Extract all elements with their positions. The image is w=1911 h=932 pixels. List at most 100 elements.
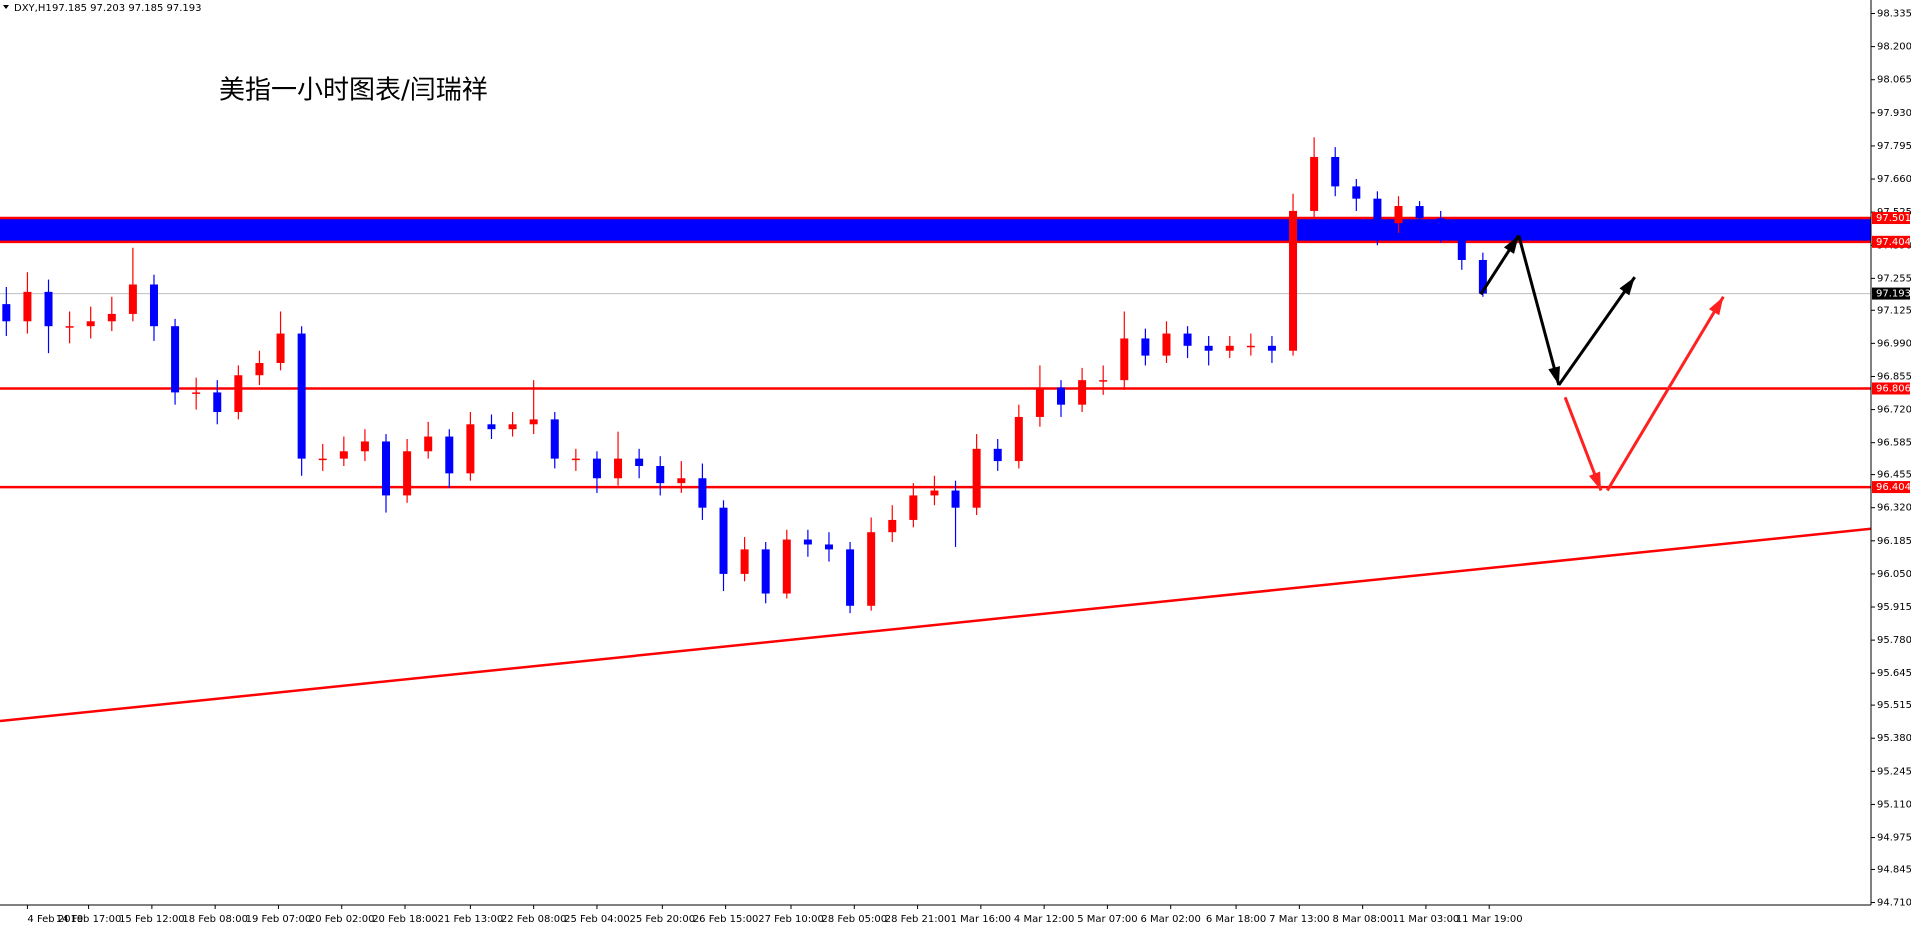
candle-body <box>761 549 770 594</box>
candle-body <box>318 458 327 461</box>
x-tick-label: 15 Feb 12:00 <box>119 914 185 925</box>
candle-body <box>867 532 876 606</box>
x-tick-label: 11 Mar 03:00 <box>1393 914 1460 925</box>
candle-body <box>382 441 391 496</box>
candle-body <box>445 436 454 474</box>
ohlc-readout: 97.185 97.203 97.185 97.193 <box>52 3 202 14</box>
candle-body <box>740 549 749 574</box>
x-tick-label: 20 Feb 02:00 <box>309 914 375 925</box>
candle-body <box>1014 416 1023 462</box>
candle-body <box>1246 345 1255 348</box>
candle-body <box>1162 333 1171 356</box>
candle-body <box>1436 218 1445 236</box>
candle-body <box>1352 186 1361 199</box>
candle-body <box>1478 259 1487 294</box>
x-tick-label: 4 Feb 2019 <box>27 914 83 925</box>
trendline <box>0 527 1872 723</box>
candle-body <box>1373 198 1382 224</box>
y-tick-label: 97.795 <box>1877 141 1911 152</box>
arrow-head <box>1619 277 1635 296</box>
y-tick-label: 96.585 <box>1877 438 1911 449</box>
arrow-head <box>1503 235 1519 254</box>
y-tick-label: 95.245 <box>1877 766 1911 777</box>
x-tick-label: 27 Feb 10:00 <box>758 914 824 925</box>
price-tag-bg <box>1872 481 1910 494</box>
x-tick-label: 28 Feb 05:00 <box>821 914 887 925</box>
y-tick-label: 94.975 <box>1877 833 1911 844</box>
candle-body <box>782 539 791 594</box>
candle-body <box>1078 380 1087 405</box>
candle-body <box>1141 338 1150 356</box>
candle-body <box>592 458 601 479</box>
x-tick-label: 22 Feb 08:00 <box>501 914 567 925</box>
candle-body <box>65 326 74 328</box>
y-tick-label: 96.990 <box>1877 338 1911 349</box>
y-tick-label: 97.660 <box>1877 174 1911 185</box>
candle-body <box>234 375 243 413</box>
x-tick-label: 6 Mar 02:00 <box>1140 914 1200 925</box>
price-tag-bg <box>1872 287 1910 300</box>
price-tag: 97.404 <box>1876 237 1911 248</box>
candle-body <box>297 333 306 459</box>
candle-body <box>803 539 812 545</box>
candle-body <box>550 419 559 459</box>
x-tick-label: 25 Feb 04:00 <box>564 914 630 925</box>
candle-body <box>360 441 369 452</box>
candle-body <box>1225 345 1234 351</box>
candle-body <box>424 436 433 452</box>
candle-body <box>276 333 285 363</box>
x-tick-label: 7 Mar 13:00 <box>1269 914 1329 925</box>
candle-body <box>403 451 412 496</box>
x-tick-label: 25 Feb 20:00 <box>630 914 696 925</box>
y-tick-label: 96.050 <box>1877 569 1911 580</box>
candle-body <box>1267 345 1276 351</box>
y-tick-label: 95.915 <box>1877 602 1911 613</box>
menu-triangle <box>3 5 9 9</box>
candle-body <box>1120 338 1129 381</box>
annotation: 美指一小时图表/闫瑞祥 <box>219 76 488 106</box>
candle-body <box>1415 206 1424 219</box>
y-tick-label: 96.185 <box>1877 536 1911 547</box>
candle-body <box>1183 333 1192 346</box>
candle-body <box>1457 235 1466 260</box>
x-tick-label: 6 Mar 18:00 <box>1206 914 1266 925</box>
y-tick-label: 98.200 <box>1877 42 1911 53</box>
candle-body <box>824 544 833 550</box>
x-tick-label: 20 Feb 18:00 <box>372 914 438 925</box>
projection-arrow <box>1557 276 1636 386</box>
x-tick-label: 26 Feb 15:00 <box>693 914 759 925</box>
candle-body <box>846 549 855 606</box>
candle-body <box>930 490 939 496</box>
candle-body <box>149 284 158 327</box>
y-tick-label: 95.780 <box>1877 635 1911 646</box>
candle-body <box>466 424 475 474</box>
x-tick-label: 5 Mar 07:00 <box>1077 914 1137 925</box>
x-tick-label: 14 Feb 17:00 <box>56 914 122 925</box>
y-tick-label: 98.335 <box>1877 8 1911 19</box>
candle-body <box>1057 387 1066 405</box>
projection-arrow <box>1517 235 1561 386</box>
x-tick-label: 4 Mar 12:00 <box>1014 914 1074 925</box>
y-tick-label: 98.065 <box>1877 75 1911 86</box>
price-tag-bg <box>1872 212 1910 225</box>
candle-body <box>719 507 728 574</box>
symbol: DXY,H1 <box>14 3 52 14</box>
candle-body <box>44 291 53 327</box>
candle-body <box>888 519 897 533</box>
candle-body <box>86 321 95 327</box>
price-tag-bg <box>1872 235 1910 248</box>
candle-body <box>614 458 623 479</box>
candle-body <box>698 478 707 508</box>
candle-body <box>2 304 11 322</box>
candle-body <box>487 424 496 430</box>
candle-body <box>339 451 348 459</box>
x-tick-label: 8 Mar 08:00 <box>1332 914 1392 925</box>
projection-arrow <box>1606 295 1725 492</box>
candle-body <box>508 424 517 430</box>
candle-body <box>1289 210 1298 351</box>
candle-body <box>1394 206 1403 224</box>
candle-body <box>171 326 180 393</box>
y-tick-label: 95.380 <box>1877 733 1911 744</box>
candle-body <box>128 284 137 314</box>
